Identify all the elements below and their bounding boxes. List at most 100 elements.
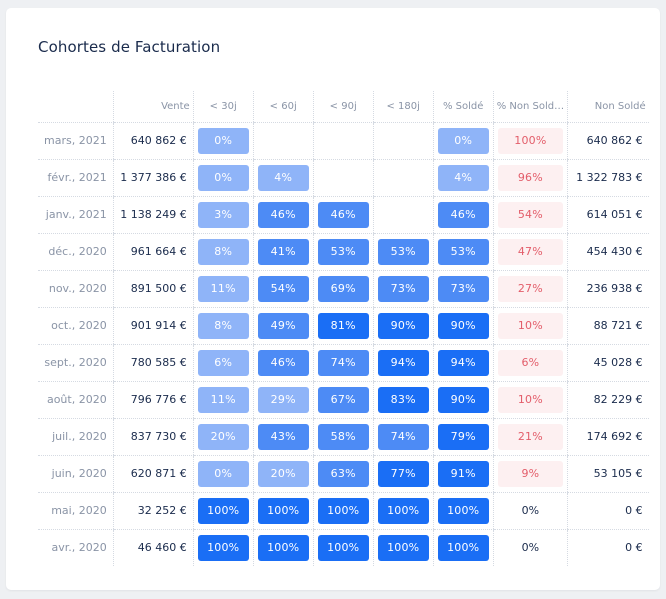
cell-30j: 0% bbox=[192, 455, 254, 493]
cell-pct-solde: 100% bbox=[432, 492, 494, 530]
table-row: oct., 2020 901 914 €8% 49% 81% 90% 90% 10% 88 7… bbox=[38, 307, 649, 345]
row-vente: 1 138 249 € bbox=[112, 196, 194, 234]
cohort-card: Cohortes de Facturation Vente < 30j < 60… bbox=[6, 8, 660, 590]
pct-pill: 100% bbox=[437, 497, 489, 524]
cell-90j: 81% bbox=[312, 307, 374, 345]
pct-pill: 8% bbox=[197, 312, 249, 339]
pct-non-pill: 96% bbox=[497, 164, 564, 191]
cell-pct-solde: 79% bbox=[432, 418, 494, 456]
cell-pct-non-solde: 100% bbox=[492, 122, 568, 160]
header-180j[interactable]: < 180j bbox=[372, 91, 434, 123]
pct-pill: 8% bbox=[197, 238, 249, 265]
cell-180j: 94% bbox=[372, 344, 434, 382]
cell-90j: 53% bbox=[312, 233, 374, 271]
row-non-solde: 0 € bbox=[567, 492, 649, 530]
row-vente: 780 585 € bbox=[112, 344, 194, 382]
cell-180j bbox=[372, 196, 434, 234]
row-vente: 901 914 € bbox=[112, 307, 194, 345]
cell-90j: 100% bbox=[312, 492, 374, 530]
table-row: août, 2020 796 776 €11% 29% 67% 83% 90% 10% 82 … bbox=[38, 381, 649, 419]
card-title: Cohortes de Facturation bbox=[38, 38, 221, 56]
pct-pill: 3% bbox=[197, 201, 249, 228]
row-non-solde: 174 692 € bbox=[567, 418, 649, 456]
pct-pill: 100% bbox=[377, 497, 429, 524]
row-vente: 46 460 € bbox=[112, 529, 194, 566]
pct-pill: 11% bbox=[197, 386, 249, 413]
header-pct-non-solde[interactable]: % Non Sold… bbox=[492, 91, 568, 123]
cell-pct-non-solde: 0% bbox=[492, 529, 568, 566]
pct-pill: 46% bbox=[437, 201, 489, 228]
cell-60j: 46% bbox=[252, 344, 314, 382]
pct-pill: 100% bbox=[257, 534, 309, 561]
cell-90j: 74% bbox=[312, 344, 374, 382]
pct-pill: 43% bbox=[257, 423, 309, 450]
cell-60j: 100% bbox=[252, 492, 314, 530]
pct-pill: 90% bbox=[437, 312, 489, 339]
row-vente: 796 776 € bbox=[112, 381, 194, 419]
pct-pill: 73% bbox=[377, 275, 429, 302]
header-vente[interactable]: Vente bbox=[112, 91, 194, 123]
cell-30j: 0% bbox=[192, 159, 254, 197]
cell-90j: 63% bbox=[312, 455, 374, 493]
cell-30j: 3% bbox=[192, 196, 254, 234]
cell-90j: 69% bbox=[312, 270, 374, 308]
pct-pill: 0% bbox=[197, 164, 249, 191]
table-body: mars, 2021 640 862 €0% 0% 100% 640 862 € févr… bbox=[38, 122, 649, 566]
cell-180j: 100% bbox=[372, 492, 434, 530]
pct-pill: 100% bbox=[377, 534, 429, 561]
pct-pill: 100% bbox=[257, 497, 309, 524]
table-row: déc., 2020 961 664 €8% 41% 53% 53% 53% 47% 454 … bbox=[38, 233, 649, 271]
row-month: août, 2020 bbox=[38, 381, 114, 419]
pct-pill: 100% bbox=[197, 497, 249, 524]
pct-non-value: 0% bbox=[521, 541, 540, 555]
cell-180j: 100% bbox=[372, 529, 434, 566]
table-row: janv., 2021 1 138 249 €3% 46% 46% 46% 54% 614 … bbox=[38, 196, 649, 234]
pct-non-pill: 10% bbox=[497, 386, 564, 413]
cell-30j: 20% bbox=[192, 418, 254, 456]
pct-pill: 0% bbox=[197, 127, 249, 154]
cell-60j: 29% bbox=[252, 381, 314, 419]
cell-60j: 100% bbox=[252, 529, 314, 566]
pct-pill: 81% bbox=[317, 312, 369, 339]
pct-pill: 46% bbox=[257, 349, 309, 376]
header-pct-solde[interactable]: % Soldé bbox=[432, 91, 494, 123]
cell-pct-solde: 90% bbox=[432, 307, 494, 345]
pct-pill: 94% bbox=[437, 349, 489, 376]
row-vente: 1 377 386 € bbox=[112, 159, 194, 197]
row-non-solde: 53 105 € bbox=[567, 455, 649, 493]
header-non-solde[interactable]: Non Soldé bbox=[567, 91, 649, 123]
pct-pill: 83% bbox=[377, 386, 429, 413]
pct-non-pill: 9% bbox=[497, 460, 564, 487]
cell-60j bbox=[252, 122, 314, 160]
header-60j[interactable]: < 60j bbox=[252, 91, 314, 123]
row-month: juin, 2020 bbox=[38, 455, 114, 493]
cell-180j: 74% bbox=[372, 418, 434, 456]
table-row: sept., 2020 780 585 €6% 46% 74% 94% 94% 6% 45 0… bbox=[38, 344, 649, 382]
table-row: nov., 2020 891 500 €11% 54% 69% 73% 73% 27% 236… bbox=[38, 270, 649, 308]
header-30j[interactable]: < 30j bbox=[192, 91, 254, 123]
row-non-solde: 82 229 € bbox=[567, 381, 649, 419]
pct-pill: 74% bbox=[377, 423, 429, 450]
cell-pct-non-solde: 96% bbox=[492, 159, 568, 197]
cell-90j bbox=[312, 122, 374, 160]
row-vente: 891 500 € bbox=[112, 270, 194, 308]
cell-30j: 11% bbox=[192, 381, 254, 419]
row-month: juil., 2020 bbox=[38, 418, 114, 456]
pct-pill: 79% bbox=[437, 423, 489, 450]
row-non-solde: 0 € bbox=[567, 529, 649, 566]
pct-pill: 6% bbox=[197, 349, 249, 376]
row-month: mars, 2021 bbox=[38, 122, 114, 160]
pct-non-pill: 54% bbox=[497, 201, 564, 228]
cell-30j: 8% bbox=[192, 307, 254, 345]
cell-pct-non-solde: 10% bbox=[492, 381, 568, 419]
table-row: avr., 2020 46 460 €100% 100% 100% 100% 100% 0%… bbox=[38, 529, 649, 566]
cell-pct-solde: 0% bbox=[432, 122, 494, 160]
pct-pill: 4% bbox=[437, 164, 489, 191]
header-90j[interactable]: < 90j bbox=[312, 91, 374, 123]
pct-pill: 46% bbox=[257, 201, 309, 228]
row-non-solde: 454 430 € bbox=[567, 233, 649, 271]
cell-pct-non-solde: 0% bbox=[492, 492, 568, 530]
cell-pct-solde: 90% bbox=[432, 381, 494, 419]
cell-30j: 11% bbox=[192, 270, 254, 308]
row-vente: 640 862 € bbox=[112, 122, 194, 160]
